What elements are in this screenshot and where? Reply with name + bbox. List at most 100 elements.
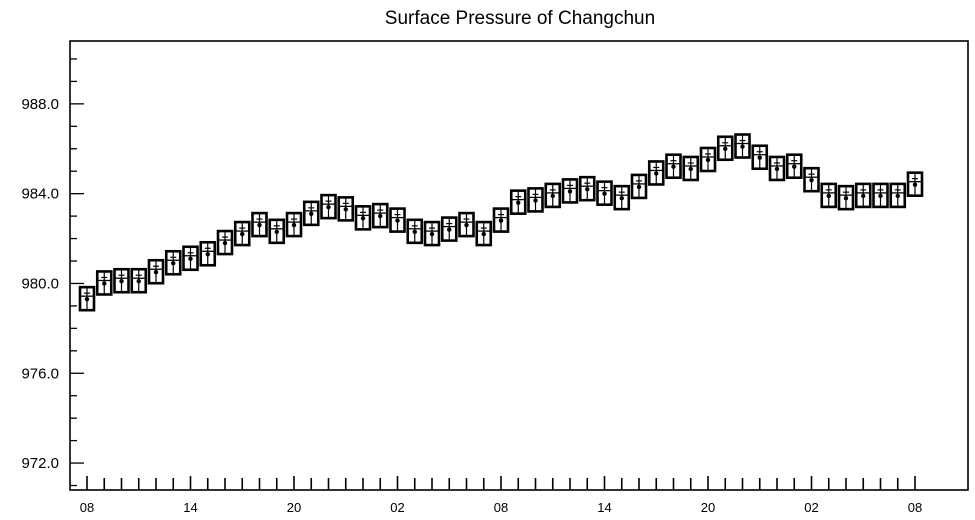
x-tick-label: 14: [597, 500, 611, 515]
data-point: [527, 187, 544, 213]
data-point: [337, 196, 355, 222]
data-point: [630, 173, 648, 200]
data-point: [371, 202, 389, 229]
marker-dot: [774, 166, 780, 172]
y-tick-label: 988.0: [21, 96, 59, 113]
data-point: [354, 205, 372, 231]
marker-dot: [723, 146, 728, 151]
marker-dot: [585, 186, 590, 192]
marker-dot: [274, 229, 279, 235]
marker-dot: [843, 195, 849, 201]
data-point: [458, 211, 475, 238]
marker-dot: [257, 222, 262, 228]
data-point: [820, 182, 838, 209]
marker-dot: [171, 261, 176, 266]
marker-dot: [429, 231, 435, 237]
data-markers: [78, 133, 924, 312]
data-point: [734, 133, 751, 159]
y-tick-label: 976.0: [21, 365, 59, 382]
data-point: [889, 182, 907, 209]
marker-dot: [464, 222, 469, 228]
marker-dot: [533, 198, 538, 203]
marker-dot: [619, 195, 624, 201]
chart-title: Surface Pressure of Changchun: [385, 8, 655, 29]
marker-dot: [705, 157, 711, 163]
x-tick-label: 08: [908, 500, 922, 515]
data-point: [389, 207, 406, 233]
marker-dot: [636, 184, 642, 190]
marker-dot: [102, 281, 107, 286]
data-point: [216, 229, 234, 256]
data-point: [803, 166, 820, 193]
marker-dot: [550, 193, 555, 199]
data-point: [320, 193, 337, 220]
data-point: [647, 160, 665, 186]
marker-dot: [895, 193, 900, 199]
data-point: [268, 218, 286, 245]
x-tick-label: 02: [804, 500, 818, 515]
marker-dot: [567, 189, 573, 194]
data-point: [95, 270, 113, 296]
data-point: [164, 249, 182, 276]
data-point: [492, 207, 510, 233]
marker-dot: [291, 222, 297, 228]
marker-dot: [84, 296, 90, 302]
x-tick-label: 02: [390, 500, 404, 515]
data-point: [872, 182, 889, 209]
y-tick-label: 984.0: [21, 186, 59, 203]
data-point: [182, 245, 199, 272]
data-point: [854, 182, 872, 209]
x-tick-label: 14: [183, 500, 197, 515]
data-point: [509, 189, 527, 215]
marker-dot: [412, 229, 417, 235]
data-point: [716, 135, 734, 162]
data-point: [751, 144, 769, 171]
data-point: [613, 184, 631, 211]
marker-dot: [498, 218, 504, 223]
x-tick-label: 20: [287, 500, 301, 515]
x-tick-label: 08: [494, 500, 508, 515]
data-point: [147, 258, 165, 285]
marker-dot: [153, 270, 159, 275]
data-point: [475, 220, 493, 247]
data-point: [785, 153, 803, 180]
marker-dot: [602, 191, 607, 196]
data-point: [78, 285, 96, 312]
data-point: [561, 178, 579, 204]
data-point: [406, 218, 424, 245]
marker-dot: [136, 279, 141, 284]
marker-dot: [481, 231, 486, 237]
y-tick-label: 980.0: [21, 275, 59, 292]
marker-dot: [740, 144, 745, 149]
data-point: [768, 155, 786, 182]
marker-dot: [809, 177, 814, 183]
data-point: [113, 267, 130, 294]
data-point: [130, 267, 148, 294]
data-point: [440, 216, 458, 242]
marker-dot: [912, 182, 918, 187]
marker-dot: [792, 164, 797, 169]
marker-dot: [395, 218, 400, 223]
marker-dot: [326, 204, 331, 210]
data-point: [682, 155, 700, 182]
data-point: [285, 211, 303, 238]
data-point: [665, 153, 682, 180]
marker-dot: [516, 200, 521, 205]
marker-dot: [378, 213, 383, 219]
data-point: [199, 240, 217, 267]
marker-dot: [240, 231, 245, 237]
x-axis: 08 14 20 02 08 14 20 02 08: [80, 476, 922, 515]
marker-dot: [360, 216, 366, 221]
data-point: [578, 175, 596, 202]
x-tick-label: 20: [701, 500, 715, 515]
data-point: [233, 220, 251, 247]
marker-dot: [688, 166, 693, 172]
marker-dot: [188, 256, 193, 261]
data-point: [906, 171, 924, 197]
marker-dot: [826, 193, 831, 199]
data-point: [544, 182, 562, 209]
x-tick-label: 08: [80, 500, 94, 515]
data-point: [837, 184, 855, 211]
marker-dot: [447, 227, 452, 232]
